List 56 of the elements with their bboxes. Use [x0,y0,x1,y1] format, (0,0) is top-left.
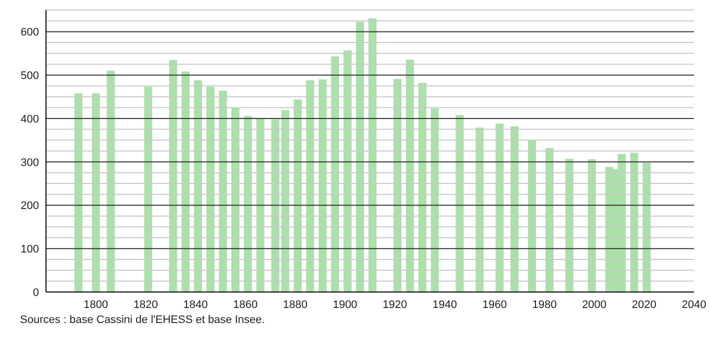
y-tick-label: 600 [20,26,39,39]
bar [642,162,651,292]
x-tick-label: 1940 [432,298,458,311]
bar [476,128,484,292]
bar [106,70,115,292]
bar [218,90,227,292]
x-tick-label: 1820 [133,298,158,311]
bar [182,72,190,292]
y-tick-label: 100 [20,244,39,256]
bar [231,108,240,292]
x-tick-label: 1800 [84,298,108,311]
bar [294,99,302,292]
bar [244,116,252,292]
x-tick-label: 1840 [183,298,208,311]
bar [92,93,100,292]
bar [318,79,327,292]
x-tick-label: 2020 [632,298,656,311]
bar [144,86,152,292]
y-tick-label: 200 [20,200,39,212]
bar [496,124,504,292]
bar [630,152,638,292]
bar [74,93,82,292]
bar [169,60,178,292]
x-tick-label: 1880 [282,298,308,311]
bar [528,140,536,292]
x-tick-label: 1960 [482,298,507,311]
bar [406,59,414,292]
bar [430,108,439,292]
y-tick-label: 0 [32,286,39,299]
x-tick-label: 1900 [332,298,358,311]
bar [356,22,364,292]
bar [588,159,596,292]
x-tick-label: 2000 [582,298,607,311]
bar [331,56,340,292]
bar [418,82,426,292]
x-tick-label: 1860 [233,298,258,311]
bar [368,18,376,292]
bar [194,80,202,292]
bar [545,148,554,292]
bar [256,118,264,292]
source-note: Sources : base Cassini de l'EHESS et base Insee. [20,314,266,326]
bar [306,80,314,292]
bar [206,86,214,292]
bar [393,78,402,292]
y-tick-label: 500 [20,70,39,82]
bar [271,119,280,292]
y-tick-label: 300 [20,156,39,169]
bar [456,114,464,292]
x-tick-label: 2040 [682,298,706,311]
bar [565,158,574,292]
x-tick-label: 1920 [382,298,408,311]
bar [281,110,290,292]
x-tick-label: 1980 [532,298,557,311]
bar [510,126,519,292]
y-tick-label: 400 [20,113,39,126]
bar [344,50,352,292]
